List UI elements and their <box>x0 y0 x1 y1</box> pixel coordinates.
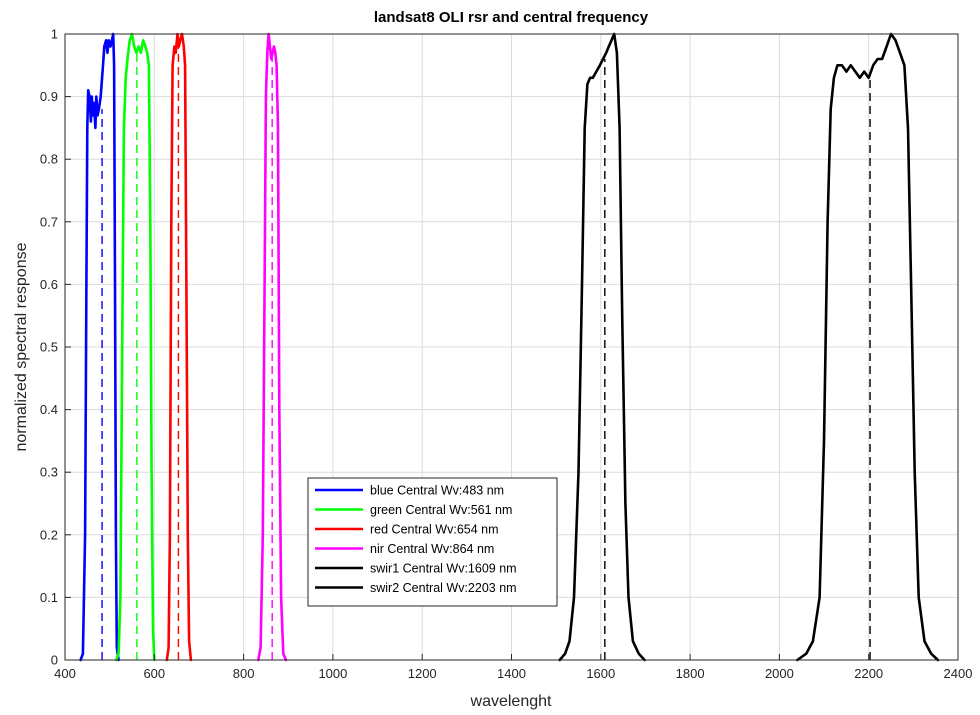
legend-entry: swir2 Central Wv:2203 nm <box>370 581 517 595</box>
x-tick-label: 1200 <box>408 666 437 681</box>
x-tick-label: 1000 <box>318 666 347 681</box>
series-line <box>79 32 120 662</box>
x-tick-label: 1600 <box>586 666 615 681</box>
y-tick-label: 0.5 <box>40 340 58 355</box>
legend-entry: swir1 Central Wv:1609 nm <box>370 562 517 576</box>
x-tick-label: 2400 <box>944 666 973 681</box>
y-tick-label: 1 <box>51 27 58 42</box>
series-line <box>796 32 940 662</box>
x-tick-label: 600 <box>143 666 165 681</box>
x-axis-label: wavelenght <box>470 693 553 710</box>
y-tick-label: 0.6 <box>40 277 58 292</box>
legend-entry: nir Central Wv:864 nm <box>370 542 494 556</box>
y-axis-label: normalized spectral response <box>13 242 30 451</box>
legend-entry: blue Central Wv:483 nm <box>370 484 504 498</box>
series-line <box>257 32 288 662</box>
x-tick-label: 2000 <box>765 666 794 681</box>
legend-entry: red Central Wv:654 nm <box>370 523 499 537</box>
series-line <box>115 32 156 662</box>
y-axis-ticks: 0 0.1 0.2 0.3 0.4 0.5 0.6 0.7 0.8 0.9 1 <box>40 27 71 668</box>
y-tick-label: 0 <box>51 653 58 668</box>
series-line <box>558 32 646 662</box>
y-tick-label: 0.2 <box>40 527 58 542</box>
legend: blue Central Wv:483 nm green Central Wv:5… <box>307 477 558 607</box>
legend-entry: green Central Wv:561 nm <box>370 503 512 517</box>
y-tick-label: 0.7 <box>40 214 58 229</box>
x-tick-label: 800 <box>233 666 255 681</box>
x-tick-label: 400 <box>54 666 76 681</box>
chart-title: landsat8 OLI rsr and central frequency <box>374 9 649 26</box>
series-lines <box>79 32 940 662</box>
y-tick-label: 0.1 <box>40 590 58 605</box>
y-tick-label: 0.8 <box>40 152 58 167</box>
series-line <box>165 32 193 662</box>
x-axis-ticks: 400 600 800 1000 1200 1400 1600 1800 2000 2200 240… <box>54 654 972 681</box>
x-tick-label: 1800 <box>676 666 705 681</box>
legend-box <box>307 477 558 607</box>
central-wavelength-markers <box>101 40 871 660</box>
y-tick-label: 0.9 <box>40 89 58 104</box>
x-tick-label: 2200 <box>854 666 883 681</box>
x-tick-label: 1400 <box>497 666 526 681</box>
y-tick-label: 0.4 <box>40 402 58 417</box>
y-tick-label: 0.3 <box>40 465 58 480</box>
